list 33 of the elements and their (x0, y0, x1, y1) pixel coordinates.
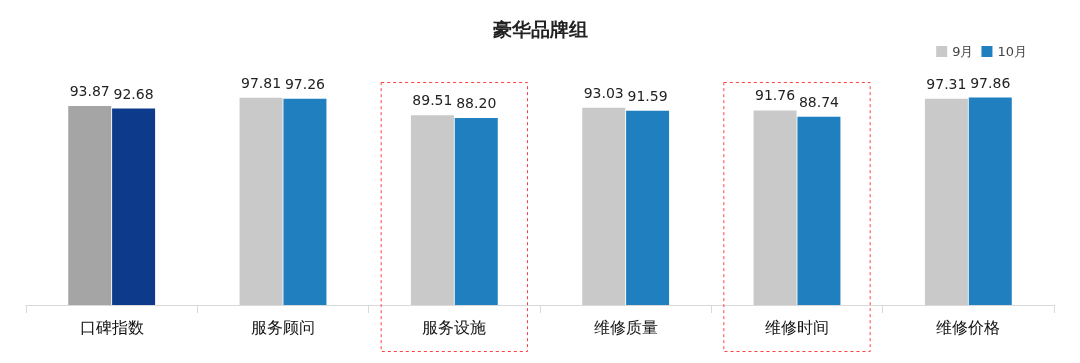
data-label: 97.26 (284, 75, 326, 92)
x-tick-label: 维修时间 (765, 317, 829, 337)
x-tick-label: 口碑指数 (79, 317, 144, 337)
bar (968, 97, 1012, 305)
data-label: 93.03 (583, 84, 624, 101)
bar (68, 106, 112, 305)
x-tick-label: 服务顾问 (251, 317, 315, 337)
data-label: 97.86 (970, 74, 1011, 91)
data-label: 97.81 (241, 74, 282, 91)
data-label: 93.87 (69, 83, 110, 99)
bar (582, 107, 626, 305)
bar (239, 97, 283, 305)
x-tick-label: 服务设施 (422, 317, 487, 337)
data-label: 91.76 (755, 87, 796, 104)
legend-label: 10月 (997, 44, 1027, 59)
data-label: 92.68 (113, 85, 154, 102)
legend-label: 9月 (952, 44, 974, 59)
bar (283, 98, 327, 305)
chart-title: 豪华品牌组 (491, 17, 588, 40)
bar (454, 118, 498, 305)
data-label: 89.51 (412, 92, 453, 109)
bar (753, 110, 797, 305)
bar (112, 108, 156, 305)
bar (626, 110, 670, 305)
bar (797, 116, 841, 305)
bar (924, 98, 968, 305)
data-label: 97.31 (926, 75, 967, 92)
data-label: 91.59 (627, 87, 668, 104)
x-tick-label: 维修质量 (593, 317, 658, 337)
bar (410, 115, 454, 305)
x-tick-label: 维修价格 (936, 317, 1001, 337)
data-label: 88.74 (798, 93, 840, 110)
data-label: 88.20 (456, 95, 497, 112)
